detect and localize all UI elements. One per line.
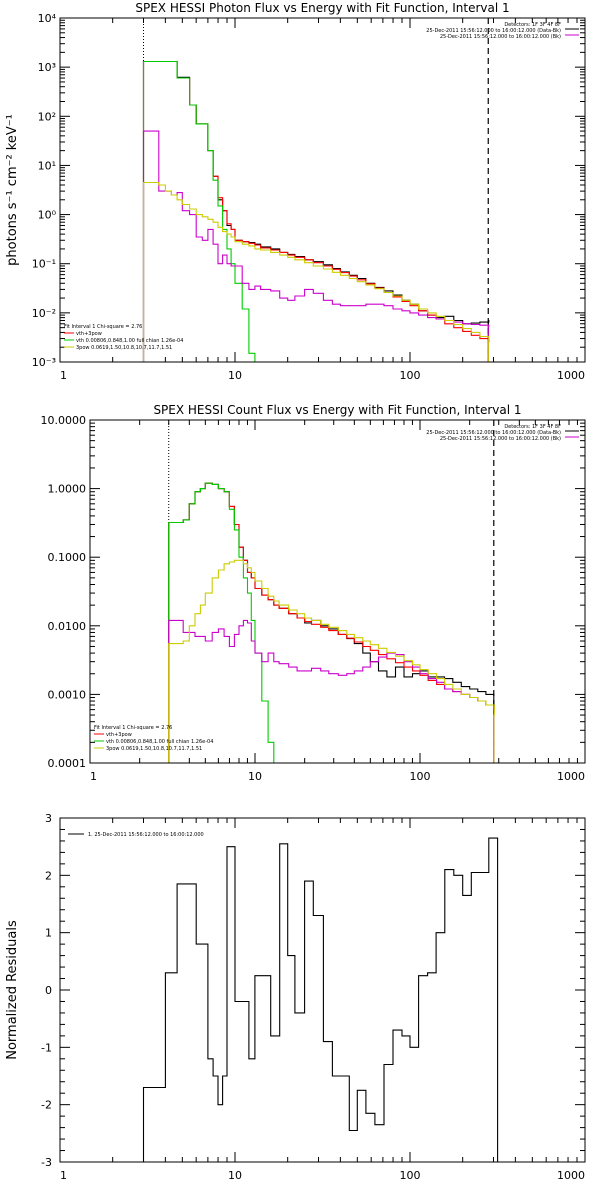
series-line-4 xyxy=(142,130,490,362)
fit-info-line: vth 0.00806,0.848,1.00 full chian 1.26e-… xyxy=(106,739,213,745)
y-tick-label: 0 xyxy=(45,984,52,997)
series-line-1 xyxy=(142,60,490,362)
panel-2: SPEX HESSI Count Flux vs Energy with Fit… xyxy=(41,403,586,783)
fit-info-line: Fit Interval 1 Chi-square = 2.76 xyxy=(64,324,142,330)
y-tick-label: -1 xyxy=(41,1041,52,1054)
info-line: 25-Dec-2011 15:56:12.000 to 16:00:12.000… xyxy=(426,28,561,34)
y-tick-label: 0.0001 xyxy=(48,757,87,770)
y-axis-label: photons s⁻¹ cm⁻² keV⁻¹ xyxy=(5,114,20,266)
fit-info-line: 3pow 0.0619,1.50,10.8,10.7,11.7,1.51 xyxy=(106,746,202,752)
x-tick-label: 100 xyxy=(400,1169,421,1182)
x-tick-label: 1 xyxy=(90,770,97,783)
plot-frame xyxy=(59,17,586,363)
y-tick-label: 2 xyxy=(45,869,52,882)
chart-title: SPEX HESSI Count Flux vs Energy with Fit… xyxy=(153,403,521,417)
series-group xyxy=(168,482,495,763)
x-tick-label: 1 xyxy=(60,369,67,382)
info-line: 25-Dec-2011 15:56:12.000 to 16:00:12.000… xyxy=(440,436,561,442)
x-tick-label: 100 xyxy=(400,369,421,382)
info-line: Detectors: 1F 3F 4F 8F xyxy=(504,424,561,430)
series-line-2 xyxy=(168,482,495,763)
fit-info-line: vth+3pow xyxy=(106,732,132,738)
x-tick-label: 10 xyxy=(228,369,242,382)
info-line: 25-Dec-2011 15:56:12.000 to 16:00:12.000… xyxy=(440,34,561,40)
plot-frame xyxy=(59,817,586,1163)
y-tick-label: 10⁴ xyxy=(38,12,57,25)
y-tick-label: 10⁻² xyxy=(32,307,56,320)
fit-info-line: 3pow 0.0619,1.50,10.8,10.7,11.7,1.51 xyxy=(76,345,172,351)
info-line: Detectors: 1F 3F 4F 8F xyxy=(504,22,561,28)
y-tick-label: 10⁰ xyxy=(38,209,57,222)
series-line-5 xyxy=(142,181,490,362)
info-line: 25-Dec-2011 15:56:12.000 to 16:00:12.000… xyxy=(426,430,561,436)
y-tick-label: -2 xyxy=(41,1099,52,1112)
residual-legend-label: 1. 25-Dec-2011 15:56:12.000 to 16:00:12.… xyxy=(88,832,204,838)
y-tick-label: 0.0100 xyxy=(48,620,87,633)
series-line-1 xyxy=(142,837,499,1162)
plot-frame xyxy=(89,419,586,764)
panel-1: SPEX HESSI Photon Flux vs Energy with Fi… xyxy=(5,1,586,382)
y-tick-label: 3 xyxy=(45,812,52,825)
x-tick-label: 1 xyxy=(60,1169,67,1182)
x-tick-label: 1000 xyxy=(557,369,585,382)
x-tick-label: 1000 xyxy=(557,1169,585,1182)
series-line-4 xyxy=(168,619,495,763)
x-tick-label: 1000 xyxy=(557,770,585,783)
y-tick-label: 10.0000 xyxy=(41,414,87,427)
panel-3: 1 10 100 1000 -3 -2 -1 0 1 2 3 Normalized Residuals… xyxy=(5,812,586,1182)
series-group xyxy=(142,837,499,1162)
y-tick-label: 10³ xyxy=(38,61,56,74)
fit-info-line: Fit Interval 1 Chi-square = 2.76 xyxy=(94,725,172,731)
y-tick-label: 10⁻¹ xyxy=(32,258,56,271)
y-axis-label: Normalized Residuals xyxy=(5,920,20,1060)
x-tick-label: 10 xyxy=(228,1169,242,1182)
fit-info-line: vth 0.00806,0.848,1.00 full chian 1.26e-… xyxy=(76,338,183,344)
series-line-2 xyxy=(142,60,490,362)
chart-title: SPEX HESSI Photon Flux vs Energy with Fi… xyxy=(135,1,509,15)
y-tick-label: 10² xyxy=(38,110,56,123)
y-tick-label: 1.0000 xyxy=(48,483,87,496)
y-tick-label: 1 xyxy=(45,927,52,940)
y-tick-label: -3 xyxy=(41,1156,52,1169)
series-line-3 xyxy=(142,60,489,362)
x-tick-label: 100 xyxy=(410,770,431,783)
y-tick-label: 10⁻³ xyxy=(32,356,56,369)
x-tick-label: 10 xyxy=(248,770,262,783)
series-line-1 xyxy=(168,482,495,763)
series-line-5 xyxy=(168,559,495,763)
y-tick-label: 0.1000 xyxy=(48,551,87,564)
y-tick-label: 0.0010 xyxy=(48,688,87,701)
y-tick-label: 10¹ xyxy=(38,159,56,172)
series-line-3 xyxy=(168,482,494,763)
fit-info-line: vth+3pow xyxy=(76,331,102,337)
series-group xyxy=(142,60,490,362)
